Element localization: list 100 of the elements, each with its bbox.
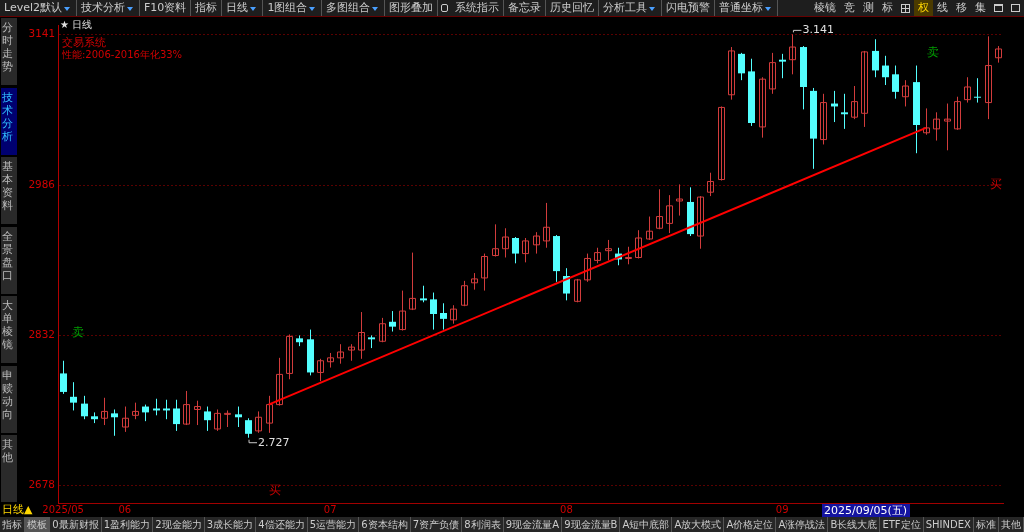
- text: B长线大底: [828, 517, 881, 532]
- annotation: 卖: [71, 324, 84, 339]
- candlestick: [882, 55, 889, 86]
- annotation: 买: [989, 176, 1002, 191]
- candlestick: [738, 52, 745, 81]
- candlestick: [337, 343, 344, 365]
- text: 普通坐标: [715, 0, 779, 16]
- text: 权: [914, 0, 933, 16]
- text: 闪电预警: [662, 0, 716, 16]
- text: A涨停战法: [776, 517, 829, 532]
- candlestick: [974, 77, 981, 104]
- candlestick: [902, 79, 909, 107]
- text: A短中底部: [620, 517, 673, 532]
- text: 标: [881, 0, 894, 16]
- text: 模板: [25, 517, 51, 532]
- candlestick: [173, 399, 180, 432]
- candlestick: [522, 237, 529, 263]
- candlestick: [512, 236, 519, 264]
- annotation: 买: [268, 483, 281, 498]
- text: SHINDEX: [923, 517, 974, 532]
- text: 0最新财报: [50, 517, 102, 532]
- text: 7资产负债: [410, 517, 463, 532]
- text: 大单棱镜: [2, 299, 14, 351]
- text: 全景盘口: [2, 229, 14, 282]
- candlestick: [841, 93, 848, 130]
- candlestick: [954, 96, 961, 131]
- candlestick: [728, 46, 735, 101]
- candlestick: [461, 280, 468, 307]
- text: 系统指示: [451, 0, 505, 16]
- text: 标准: [973, 517, 1000, 532]
- text: 6资本结构: [359, 517, 411, 532]
- text: 3成长能力: [204, 517, 257, 532]
- annotation: 3.141: [802, 23, 834, 37]
- text: 基本资料: [2, 160, 14, 212]
- candlestick: [358, 311, 365, 360]
- x-tick-label: 07: [323, 503, 337, 515]
- candlestick: [851, 85, 858, 120]
- candlestick: [111, 408, 118, 437]
- candlestick: [60, 360, 67, 395]
- text: 技术分析: [77, 0, 141, 16]
- text: A价格定位: [724, 517, 777, 532]
- candlestick: [450, 304, 457, 325]
- candlestick: [707, 172, 714, 197]
- candlestick: [543, 202, 550, 249]
- candlestick: [666, 194, 673, 234]
- candlestick: [574, 278, 581, 303]
- candlestick: [122, 406, 129, 433]
- candlestick: [430, 292, 437, 331]
- text: ETF定位: [880, 517, 924, 532]
- candlestick: [276, 357, 283, 407]
- candlestick: [389, 310, 396, 333]
- candlestick: [70, 381, 77, 411]
- x-tick-label: 2025/05: [42, 503, 84, 515]
- candlestick: [183, 390, 190, 426]
- text: 技术分析: [2, 90, 14, 143]
- candlestick: [563, 267, 570, 301]
- candlestick: [933, 111, 940, 142]
- x-tick-label: 09: [775, 503, 789, 515]
- text: 历史回忆: [546, 0, 600, 16]
- annotation: 2.727: [258, 435, 290, 449]
- candlestick: [769, 52, 776, 95]
- annotation: 交易系统: [62, 35, 106, 50]
- candlestick: [605, 239, 612, 261]
- candlestick: [676, 183, 683, 217]
- candlestick: [204, 406, 211, 432]
- text: 备忘录: [504, 0, 547, 16]
- candlestick: [440, 302, 447, 331]
- candlestick: [779, 53, 786, 79]
- text: 4偿还能力: [256, 517, 308, 532]
- text: 其他: [999, 517, 1024, 532]
- text: F10资料: [140, 0, 192, 16]
- text: 多图组合: [322, 0, 386, 16]
- annotation: ★ 日线: [60, 18, 93, 32]
- candlestick: [399, 290, 406, 332]
- candlestick: [317, 358, 324, 382]
- y-tick-label: 3141: [28, 27, 55, 41]
- y-tick-label: 2678: [28, 478, 55, 492]
- candlestick: [964, 76, 971, 104]
- text: 1图组合: [263, 0, 323, 16]
- candlestick: [245, 417, 252, 439]
- text: 竞: [843, 0, 856, 16]
- text: 日线: [222, 0, 264, 16]
- text: 其他: [2, 438, 14, 464]
- candlestick: [872, 38, 879, 78]
- y-tick-label: 2986: [28, 178, 55, 192]
- candlestick: [266, 395, 273, 434]
- candlestick: [163, 399, 170, 420]
- candlestick: [985, 35, 992, 120]
- candlestick: [789, 33, 796, 75]
- annotation: 性能:2006-2016年化33%: [62, 48, 183, 62]
- text: 棱镜: [813, 0, 837, 16]
- candlestick: [718, 105, 725, 182]
- candlestick: [923, 107, 930, 136]
- text: 5运营能力: [307, 517, 360, 532]
- text: 测: [862, 0, 875, 16]
- text: 9现金流量B: [562, 517, 621, 532]
- candlestick: [759, 76, 766, 139]
- candlestick: [214, 408, 221, 432]
- text: 9现金流量A: [503, 517, 563, 532]
- candlestick: [481, 253, 488, 292]
